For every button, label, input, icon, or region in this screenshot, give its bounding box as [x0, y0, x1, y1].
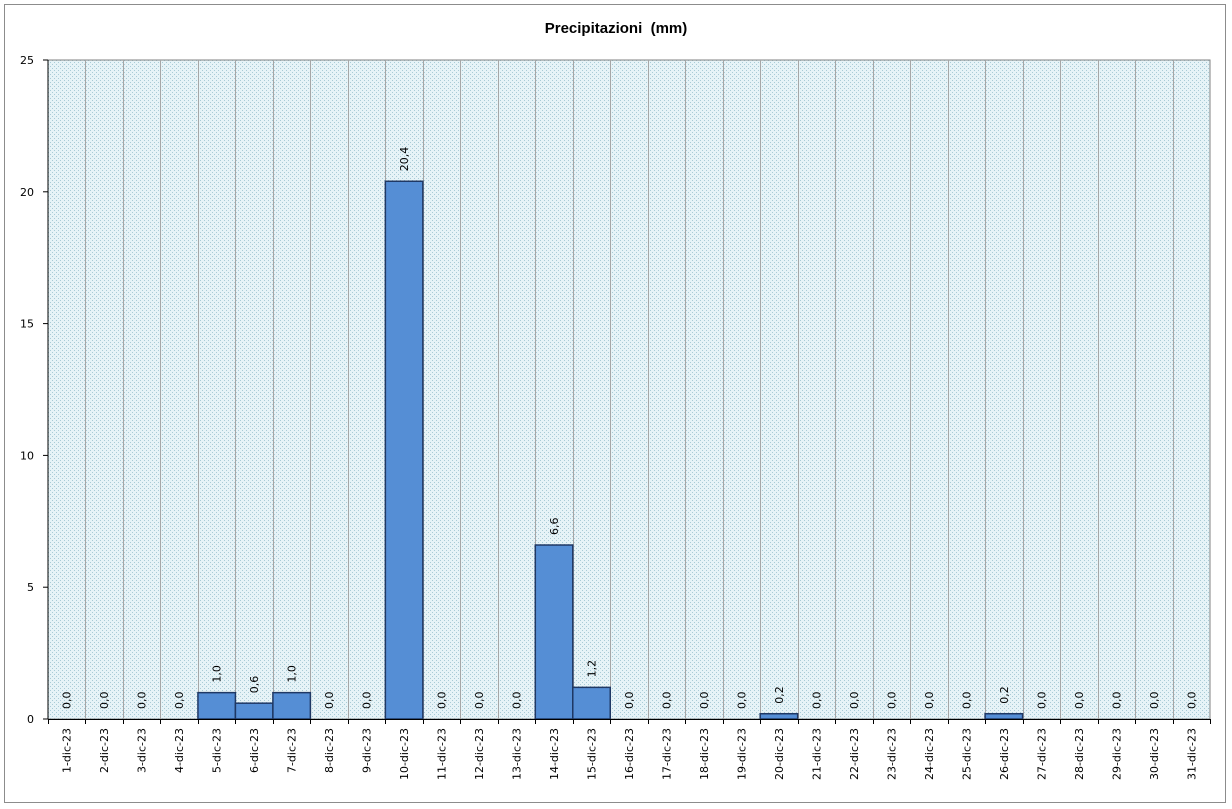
value-label: 0,0	[473, 692, 486, 710]
value-label: 6,6	[548, 518, 561, 536]
value-label: 0,0	[960, 692, 973, 710]
x-tick-label: 30-dic-23	[1148, 728, 1161, 780]
x-tick-label: 11-dic-23	[436, 728, 449, 780]
bars	[197, 180, 1024, 720]
x-tick-label: 26-dic-23	[998, 728, 1011, 780]
value-label: 0,0	[698, 692, 711, 710]
value-label: 1,0	[286, 665, 299, 683]
value-label: 0,6	[248, 676, 261, 694]
value-label: 0,0	[1035, 692, 1048, 710]
value-label: 0,0	[1110, 692, 1123, 710]
value-label: 1,2	[586, 660, 599, 678]
bar-5-dic-23	[197, 691, 237, 720]
plot-area	[47, 59, 1211, 720]
x-tick-label: 14-dic-23	[548, 728, 561, 780]
bar-14-dic-23	[534, 544, 574, 720]
x-tick-label: 23-dic-23	[885, 728, 898, 780]
value-label: 20,4	[398, 147, 411, 172]
y-tick-label: 15	[20, 318, 34, 331]
bar-20-dic-23	[759, 712, 799, 720]
x-tick-label: 27-dic-23	[1035, 728, 1048, 780]
value-label: 0,0	[98, 692, 111, 710]
x-tick-label: 9-dic-23	[361, 728, 374, 773]
x-tick-label: 21-dic-23	[810, 728, 823, 780]
x-tick-label: 5-dic-23	[211, 728, 224, 773]
y-tick-label: 25	[20, 54, 34, 67]
x-tick-label: 25-dic-23	[960, 728, 973, 780]
x-tick-label: 29-dic-23	[1110, 728, 1123, 780]
value-label: 0,0	[511, 692, 524, 710]
bar-15-dic-23	[572, 686, 612, 720]
x-tick-label: 3-dic-23	[136, 728, 149, 773]
value-label: 0,0	[173, 692, 186, 710]
x-tick-label: 7-dic-23	[286, 728, 299, 773]
x-tick-label: 12-dic-23	[473, 728, 486, 780]
value-label: 0,2	[998, 686, 1011, 703]
x-tick-label: 10-dic-23	[398, 728, 411, 780]
x-tick-label: 18-dic-23	[698, 728, 711, 780]
x-tick-labels: 1-dic-23 2-dic-23 3-dic-23 4-dic-23 5-dic-23…	[61, 728, 1199, 780]
y-tick-labels: 0 5 10 15 20 25	[20, 54, 34, 726]
chart-title: Precipitazioni (mm)	[544, 20, 688, 37]
value-label: 0,0	[1185, 692, 1198, 710]
bar-6-dic-23	[234, 702, 274, 720]
value-label: 0,0	[848, 692, 861, 710]
x-tick-label: 28-dic-23	[1073, 728, 1086, 780]
bar-10-dic-23	[384, 180, 424, 720]
value-label: 0,0	[735, 692, 748, 710]
x-tick-label: 19-dic-23	[735, 728, 748, 780]
x-tick-label: 8-dic-23	[323, 728, 336, 773]
value-label: 0,0	[660, 692, 673, 710]
value-label: 0,0	[136, 692, 149, 710]
value-label: 0,0	[623, 692, 636, 710]
x-tick-label: 4-dic-23	[173, 728, 186, 773]
value-label: 1,0	[211, 665, 224, 683]
x-tick-label: 20-dic-23	[773, 728, 786, 780]
y-tick-label: 5	[27, 581, 34, 594]
value-label: 0,0	[810, 692, 823, 710]
y-tick-label: 0	[27, 713, 34, 726]
x-tick-label: 16-dic-23	[623, 728, 636, 780]
value-labels: 0,0 0,0 0,0 0,0 1,0 0,6 1,0 0,0 0,0 20,4 0,0 0,0 0,0…	[61, 147, 1199, 709]
x-tick-label: 22-dic-23	[848, 728, 861, 780]
value-label: 0,0	[1073, 692, 1086, 710]
bar-26-dic-23	[984, 712, 1024, 720]
axes	[43, 59, 1211, 724]
x-tick-label: 6-dic-23	[248, 728, 261, 773]
x-tick-label: 15-dic-23	[586, 728, 599, 780]
value-label: 0,0	[885, 692, 898, 710]
x-tick-label: 17-dic-23	[660, 728, 673, 780]
x-tick-label: 2-dic-23	[98, 728, 111, 773]
value-label: 0,0	[61, 692, 74, 710]
x-tick-label: 24-dic-23	[923, 728, 936, 780]
value-label: 0,2	[773, 686, 786, 704]
y-tick-label: 20	[20, 186, 34, 199]
value-label: 0,0	[1148, 692, 1161, 710]
value-label: 0,0	[361, 692, 374, 710]
x-tick-label: 13-dic-23	[511, 728, 524, 780]
bar-7-dic-23	[272, 691, 312, 720]
value-label: 0,0	[923, 692, 936, 710]
value-label: 0,0	[323, 692, 336, 710]
value-label: 0,0	[436, 692, 449, 710]
x-tick-label: 31-dic-23	[1185, 728, 1198, 780]
x-tick-label: 1-dic-23	[61, 728, 74, 773]
y-tick-label: 10	[20, 449, 34, 462]
